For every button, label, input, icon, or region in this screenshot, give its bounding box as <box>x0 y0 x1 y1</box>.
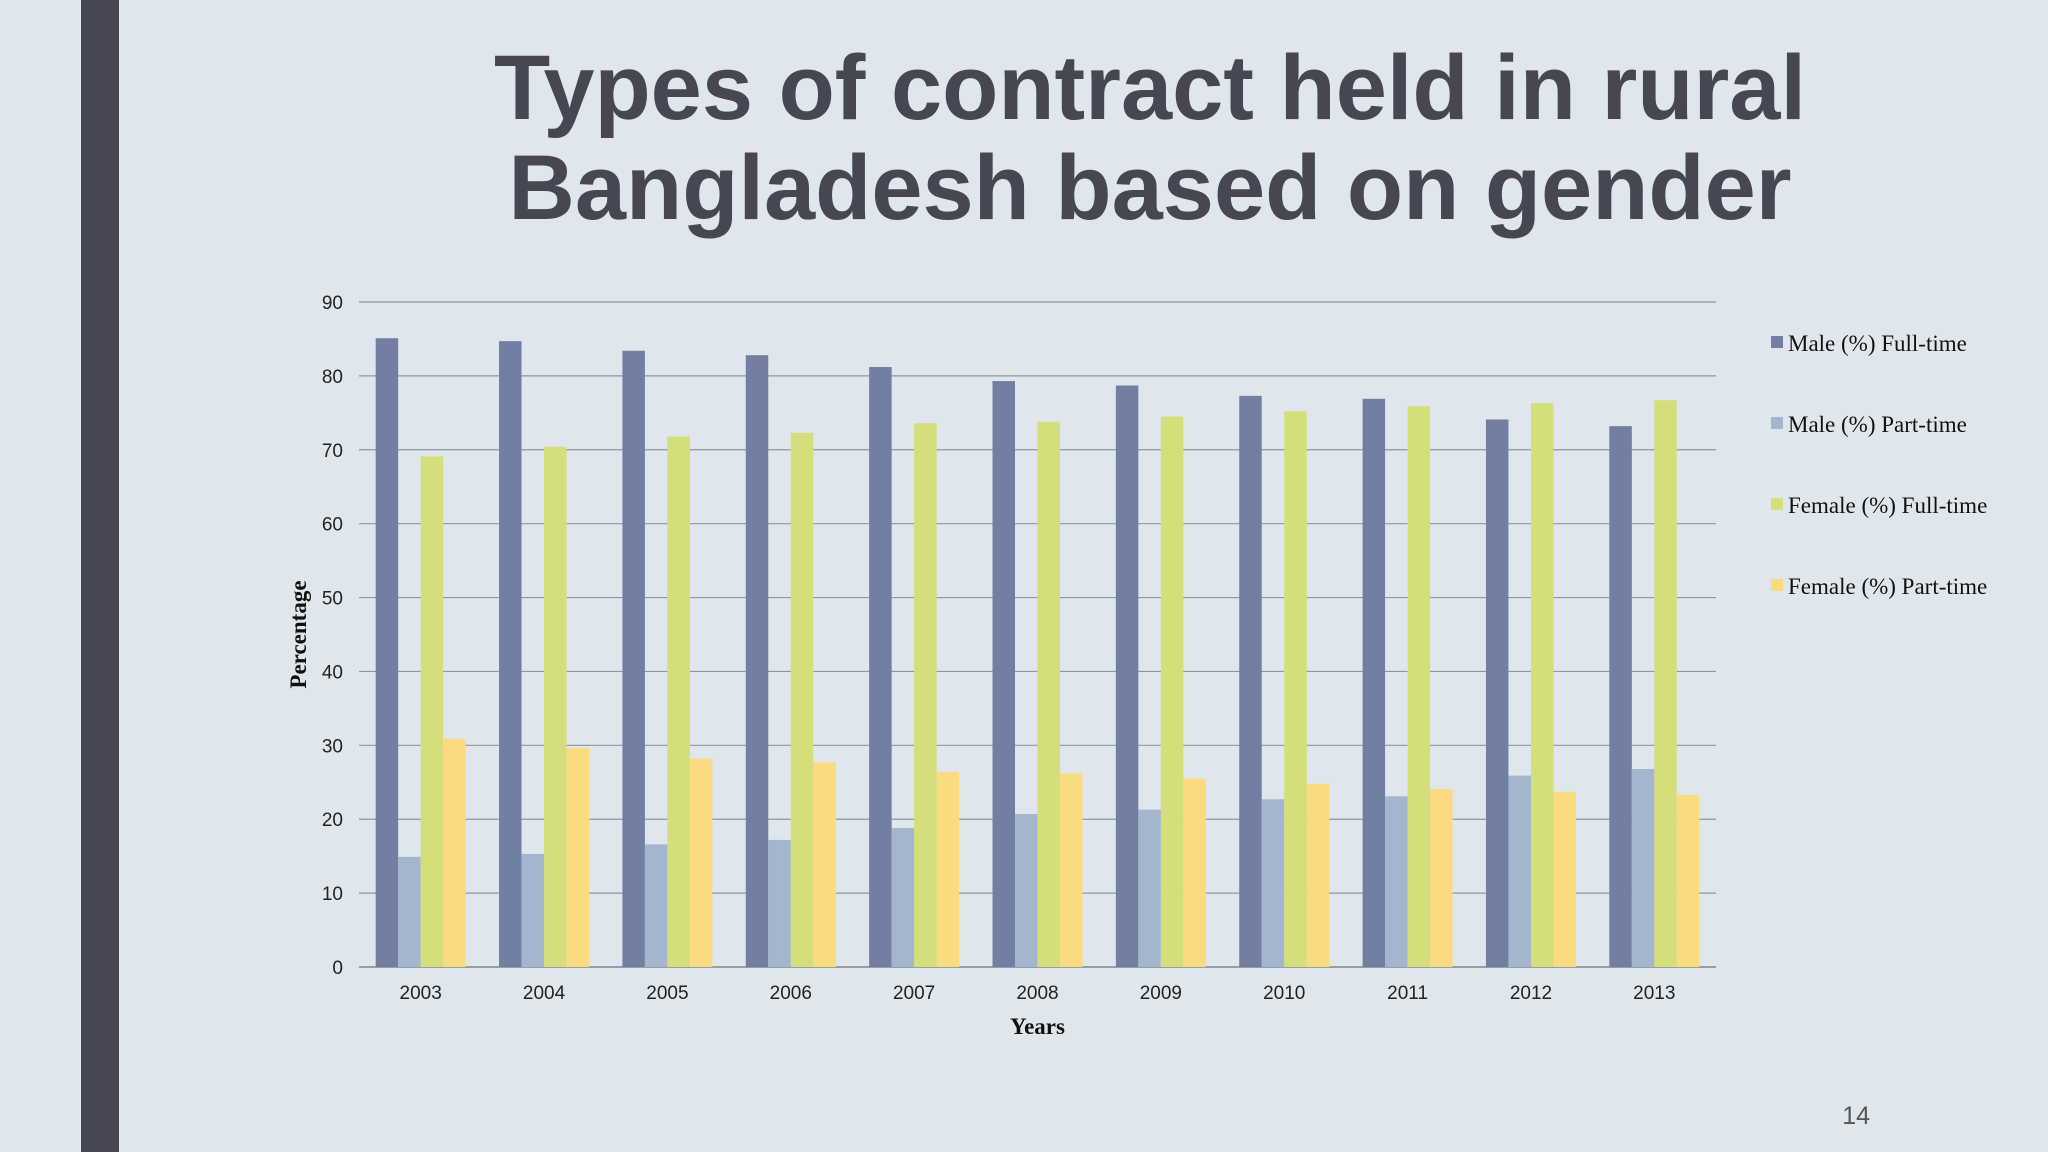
bar-female-part-time-2004 <box>566 748 590 967</box>
legend-label: Male (%) Full-time <box>1788 331 1967 356</box>
bar-male-part-time-2007 <box>891 828 915 967</box>
bar-male-full-time-2010 <box>1239 395 1262 968</box>
bar-female-part-time-2010 <box>1306 783 1330 967</box>
x-tick-label: 2012 <box>1510 983 1552 1004</box>
bar-female-full-time-2013 <box>1654 400 1677 967</box>
y-tick-label: 10 <box>322 884 343 905</box>
bar-male-part-time-2005 <box>644 844 668 967</box>
bar-female-full-time-2003 <box>420 456 444 967</box>
bar-female-part-time-2003 <box>443 738 466 967</box>
x-tick-label: 2003 <box>400 983 442 1004</box>
bar-male-part-time-2011 <box>1385 796 1408 967</box>
slide-title-line-1: Types of contract held in rural <box>493 37 1807 139</box>
y-tick-label: 20 <box>322 810 343 831</box>
x-tick-label: 2004 <box>523 983 566 1004</box>
y-tick-label: 60 <box>322 515 343 536</box>
bar-female-full-time-2011 <box>1407 406 1431 967</box>
bar-female-full-time-2009 <box>1160 416 1184 967</box>
y-tick-label: 30 <box>322 736 343 757</box>
bar-female-part-time-2012 <box>1553 791 1576 967</box>
x-tick-label: 2011 <box>1387 983 1428 1004</box>
bar-male-part-time-2008 <box>1015 814 1038 967</box>
bar-male-full-time-2013 <box>1609 426 1632 968</box>
bar-female-part-time-2008 <box>1060 773 1083 967</box>
bar-female-part-time-2009 <box>1183 778 1206 967</box>
bar-male-full-time-2009 <box>1115 385 1139 967</box>
bar-female-part-time-2005 <box>689 758 713 967</box>
legend-label: Male (%) Part-time <box>1788 412 1967 437</box>
legend: Male (%) Full-time Male (%) Part-time Fema… <box>1771 331 1987 599</box>
bar-female-part-time-2011 <box>1430 788 1453 967</box>
bar-female-full-time-2004 <box>544 446 567 967</box>
slide-title-line-2: Bangladesh based on gender <box>508 137 1792 239</box>
bar-male-part-time-2009 <box>1138 809 1161 967</box>
y-axis-ticks: 0 10 20 30 40 50 60 70 80 90 <box>322 293 343 979</box>
x-tick-label: 2009 <box>1140 983 1182 1004</box>
x-tick-label: 2006 <box>770 983 812 1004</box>
x-tick-label: 2008 <box>1016 983 1058 1004</box>
x-tick-label: 2013 <box>1633 983 1675 1004</box>
side-bar <box>81 0 119 1152</box>
bar-female-part-time-2013 <box>1676 794 1700 967</box>
bar-male-full-time-2005 <box>622 350 645 967</box>
legend-swatch <box>1771 498 1783 510</box>
bar-female-part-time-2006 <box>813 762 836 967</box>
y-tick-label: 80 <box>322 367 343 388</box>
bar-male-full-time-2008 <box>992 381 1015 967</box>
y-tick-label: 50 <box>322 589 343 610</box>
bar-male-full-time-2003 <box>375 338 399 967</box>
bar-male-full-time-2006 <box>745 355 769 967</box>
y-tick-label: 70 <box>322 441 343 462</box>
bar-male-full-time-2012 <box>1485 419 1509 967</box>
bar-male-full-time-2007 <box>869 367 892 967</box>
y-tick-label: 90 <box>322 293 343 314</box>
bar-male-part-time-2006 <box>768 839 791 967</box>
legend-swatch <box>1771 579 1783 591</box>
y-axis-title: Percentage <box>286 580 311 688</box>
bar-male-part-time-2003 <box>398 856 421 967</box>
bar-female-full-time-2005 <box>667 436 690 967</box>
page-number: 14 <box>1842 1102 1870 1130</box>
bar-male-part-time-2004 <box>521 853 545 967</box>
legend-swatch <box>1771 417 1783 429</box>
x-axis-ticks: 2003 2004 2005 2006 2007 2008 2009 2010 2011 2012… <box>400 983 1676 1004</box>
x-tick-label: 2007 <box>893 983 935 1004</box>
bar-male-full-time-2004 <box>499 341 522 967</box>
bar-male-full-time-2011 <box>1362 398 1386 967</box>
bar-female-full-time-2007 <box>914 423 937 968</box>
x-tick-label: 2010 <box>1263 983 1305 1004</box>
y-tick-label: 40 <box>322 662 343 683</box>
bar-female-full-time-2010 <box>1284 411 1307 967</box>
bar-male-part-time-2012 <box>1508 775 1531 967</box>
x-tick-label: 2005 <box>646 983 688 1004</box>
bar-female-full-time-2008 <box>1037 421 1060 967</box>
slide-title: Types of contract held in rural Banglade… <box>350 38 1950 238</box>
legend-label: Female (%) Part-time <box>1788 574 1987 599</box>
legend-label: Female (%) Full-time <box>1788 493 1987 518</box>
bar-male-part-time-2010 <box>1261 799 1285 967</box>
bar-female-full-time-2006 <box>790 432 814 967</box>
bar-female-part-time-2007 <box>936 771 960 967</box>
y-tick-label: 0 <box>332 958 343 979</box>
bars <box>375 338 1700 968</box>
bar-female-full-time-2012 <box>1530 403 1554 967</box>
bar-male-part-time-2013 <box>1631 768 1655 967</box>
legend-swatch <box>1771 336 1783 348</box>
x-axis-title: Years <box>1010 1014 1065 1039</box>
